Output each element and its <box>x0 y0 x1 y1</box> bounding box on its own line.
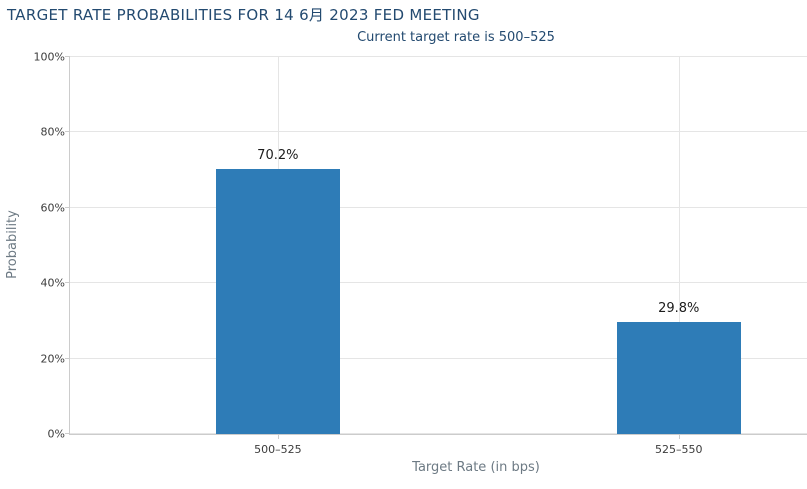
v-gridline <box>678 57 680 434</box>
chart-title: TARGET RATE PROBABILITIES FOR 14 6月 2023… <box>7 6 480 24</box>
y-tick-mark <box>65 433 70 434</box>
y-tick-mark <box>65 131 70 133</box>
h-gridline <box>70 131 807 133</box>
bar-value-label: 70.2% <box>257 148 299 164</box>
y-tick-label: 40% <box>40 276 65 290</box>
x-axis-title: Target Rate (in bps) <box>412 460 540 475</box>
y-tick-mark <box>65 282 70 284</box>
h-gridline <box>70 433 807 434</box>
y-tick-label: 0% <box>47 427 65 441</box>
chart-bar[interactable] <box>215 169 340 434</box>
h-gridline <box>70 357 807 359</box>
bar-value-label: 29.8% <box>658 300 700 316</box>
chart-bar[interactable] <box>616 321 741 434</box>
y-tick-label: 60% <box>40 201 65 215</box>
x-tick-mark <box>678 434 680 439</box>
plot-area: 0% 20% 40% 60% 80% 100% 70.2% 500–525 29.8% 525–5… <box>34 51 807 456</box>
y-tick-mark <box>65 56 70 57</box>
y-tick-label: 80% <box>40 125 65 139</box>
y-tick-label: 20% <box>40 352 65 366</box>
x-tick-mark <box>277 434 279 439</box>
chart-subtitle: Current target rate is 500–525 <box>357 30 555 45</box>
x-tick-label: 525–550 <box>655 443 703 456</box>
h-gridline <box>70 56 807 57</box>
y-tick-mark <box>65 206 70 208</box>
h-gridline <box>70 282 807 284</box>
h-gridline <box>70 206 807 208</box>
y-tick-label: 100% <box>33 50 65 64</box>
y-tick-mark <box>65 357 70 359</box>
y-axis-title: Probability <box>4 210 20 279</box>
x-tick-label: 500–525 <box>254 443 302 456</box>
